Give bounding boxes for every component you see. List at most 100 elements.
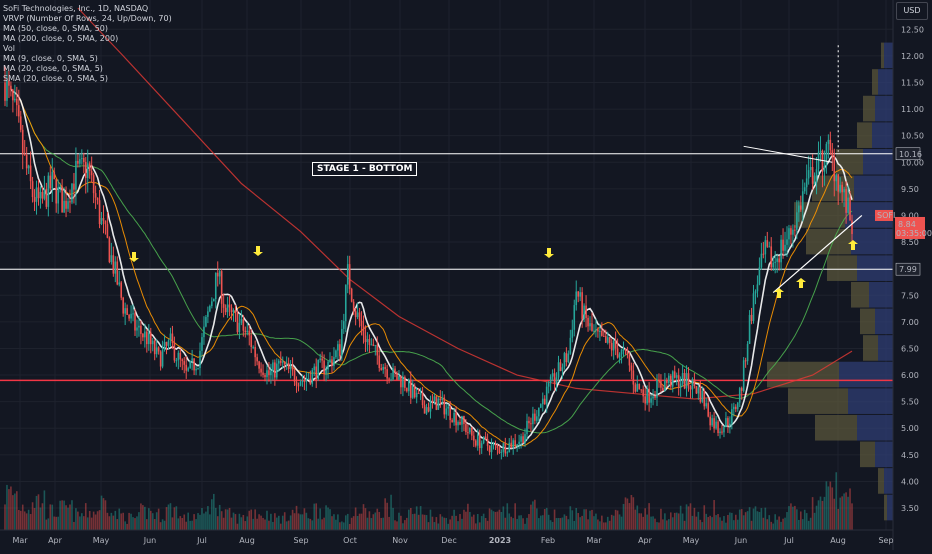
volume-bar	[589, 510, 591, 530]
indicator-ma200[interactable]: MA (200, close, 0, SMA, 200)	[3, 34, 119, 43]
candle-body	[39, 191, 42, 199]
volume-bar	[669, 512, 672, 530]
volume-bar	[790, 503, 792, 530]
candle-body	[291, 366, 294, 371]
candle-body	[283, 361, 286, 365]
volume-bar	[794, 505, 796, 530]
volume-bar	[341, 521, 343, 530]
candle-body	[122, 297, 124, 314]
volume-bar	[242, 514, 245, 530]
volume-bar	[494, 511, 497, 530]
indicator-ma20[interactable]: MA (20, close, 0, SMA, 5)	[3, 64, 103, 73]
candle-body	[539, 404, 542, 408]
volume-bar	[134, 518, 136, 530]
indicator-sma20[interactable]: SMA (20, close, 0, SMA, 5)	[3, 74, 108, 83]
vp-row-down	[851, 281, 869, 308]
volume-bar	[244, 521, 247, 530]
volume-bar	[258, 514, 260, 530]
candle-body	[344, 284, 347, 322]
candle-body	[380, 368, 383, 370]
volume-bar	[236, 523, 239, 530]
vp-row-up	[851, 228, 893, 255]
indicator-vrvp[interactable]: VRVP (Number Of Rows, 24, Up/Down, 70)	[3, 14, 172, 23]
volume-bar	[758, 511, 761, 530]
candle-body	[79, 159, 81, 164]
volume-bar	[301, 514, 304, 530]
candle-body	[211, 301, 213, 307]
currency-button[interactable]: USD	[896, 2, 928, 20]
volume-bar	[207, 506, 209, 530]
volume-bar	[433, 522, 436, 530]
candle-body	[504, 443, 507, 454]
vp-row-down	[872, 69, 878, 95]
volume-bar	[727, 514, 729, 530]
candle-body	[274, 362, 276, 378]
candle-body	[545, 386, 548, 405]
volume-bar	[94, 514, 97, 530]
volume-bar	[538, 518, 540, 530]
volume-bar	[597, 519, 599, 530]
volume-bar	[587, 519, 589, 530]
volume-bar	[417, 514, 420, 530]
candle-body	[167, 340, 170, 346]
volume-bar	[736, 519, 739, 530]
y-tick-label: 6.00	[901, 371, 919, 380]
candle-body	[348, 264, 351, 289]
vp-row-up	[854, 175, 893, 202]
volume-bar	[620, 516, 623, 530]
candle-body	[319, 358, 321, 360]
volume-bar	[679, 505, 682, 530]
volume-bar	[719, 517, 721, 530]
candle-body	[616, 348, 619, 358]
volume-bar	[224, 509, 227, 530]
volume-bar	[321, 519, 323, 530]
candle-body	[252, 346, 254, 348]
volume-bar	[677, 513, 680, 530]
indicator-ma50[interactable]: MA (50, close, 0, SMA, 50)	[3, 24, 109, 33]
indicator-ma9[interactable]: MA (9, close, 0, SMA, 5)	[3, 54, 98, 63]
volume-bar	[699, 519, 702, 530]
volume-bar	[599, 521, 601, 530]
volume-bar	[457, 521, 459, 530]
volume-bar	[201, 508, 203, 530]
volume-bar	[411, 514, 414, 530]
symbol-title[interactable]: SoFi Technologies, Inc., 1D, NASDAQ	[3, 4, 149, 13]
candle-body	[352, 301, 355, 311]
candle-body	[382, 366, 384, 370]
candle-body	[679, 383, 682, 388]
volume-bar	[729, 512, 731, 530]
candle-body	[159, 351, 162, 367]
volume-bar	[713, 500, 715, 530]
indicator-vol[interactable]: Vol	[3, 44, 15, 53]
volume-bar	[311, 520, 314, 530]
candle-body	[614, 341, 617, 349]
candle-body	[238, 322, 241, 333]
volume-bar	[374, 512, 377, 530]
volume-bar	[165, 507, 168, 530]
volume-bar	[821, 500, 824, 530]
volume-bar	[96, 511, 99, 530]
candle-body	[45, 188, 48, 207]
volume-bar	[370, 518, 373, 530]
candle-body	[179, 352, 182, 360]
candle-body	[748, 314, 751, 344]
candle-body	[360, 320, 363, 327]
volume-bar	[500, 511, 503, 530]
volume-bar	[634, 509, 637, 530]
volume-bar	[191, 520, 193, 530]
x-tick-label: Aug	[830, 536, 846, 545]
volume-bar	[270, 513, 272, 530]
vp-row-down	[857, 122, 872, 148]
volume-bar	[212, 493, 215, 530]
y-tick-label: 5.00	[901, 424, 919, 433]
volume-bar	[358, 513, 361, 530]
volume-bar	[16, 491, 18, 530]
volume-bar	[222, 517, 225, 530]
candle-body	[638, 383, 641, 390]
candle-body	[81, 158, 83, 160]
volume-bar	[766, 519, 769, 530]
arrow-marker	[129, 252, 139, 262]
volume-bar	[817, 500, 820, 530]
